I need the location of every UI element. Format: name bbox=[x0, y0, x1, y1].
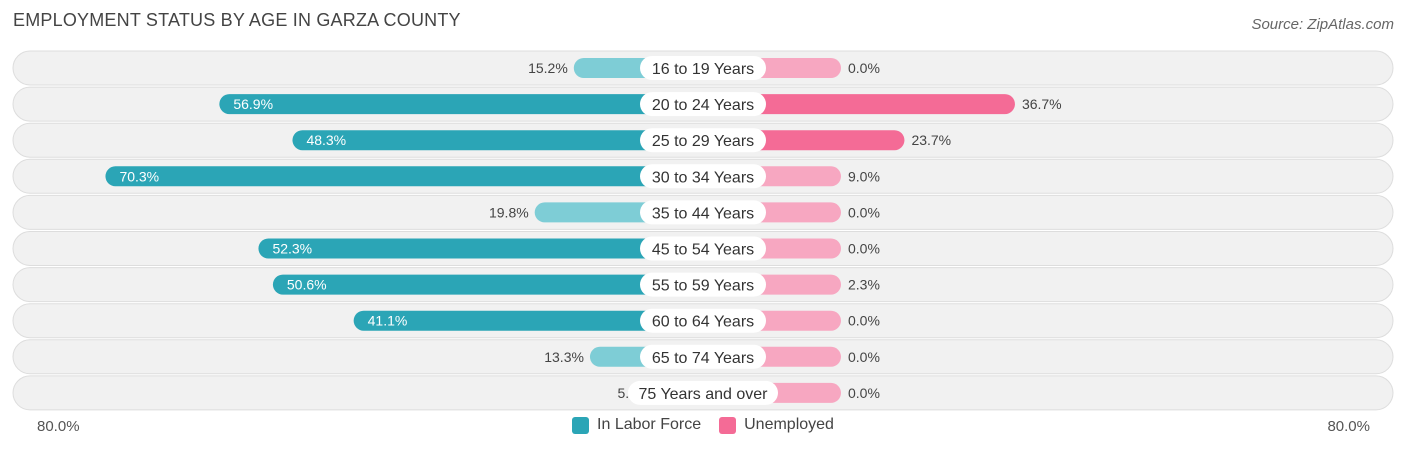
value-label-labor: 19.8% bbox=[489, 204, 529, 220]
category-pill bbox=[640, 164, 766, 189]
axis-left-label: 80.0% bbox=[37, 418, 80, 435]
category-label: 55 to 59 Years bbox=[652, 278, 754, 295]
bar-labor-force bbox=[272, 274, 703, 295]
bar-unemployed bbox=[703, 94, 1015, 115]
value-label-unemployed: 0.0% bbox=[848, 349, 880, 365]
value-label-unemployed: 9.0% bbox=[848, 168, 880, 184]
bar-labor-force bbox=[258, 238, 703, 259]
category-label: 35 to 44 Years bbox=[652, 205, 754, 222]
value-label-unemployed: 0.0% bbox=[848, 313, 880, 329]
value-label-unemployed: 36.7% bbox=[1022, 96, 1062, 112]
bar-labor-force bbox=[105, 166, 703, 187]
value-label-unemployed: 0.0% bbox=[848, 60, 880, 76]
value-label-labor: 15.2% bbox=[528, 60, 568, 76]
value-label-labor: 41.1% bbox=[368, 313, 408, 329]
category-pill bbox=[640, 236, 766, 261]
category-pill bbox=[640, 128, 766, 153]
legend-swatch-unemployed bbox=[719, 416, 737, 434]
value-label-labor: 56.9% bbox=[233, 96, 273, 112]
legend-label-unemployed: Unemployed bbox=[744, 416, 834, 433]
category-label: 30 to 34 Years bbox=[652, 169, 754, 186]
bar-labor-force bbox=[353, 310, 703, 331]
category-label: 20 to 24 Years bbox=[652, 97, 754, 114]
category-label: 25 to 29 Years bbox=[652, 133, 754, 150]
value-label-unemployed: 2.3% bbox=[848, 277, 880, 293]
value-label-unemployed: 0.0% bbox=[848, 204, 880, 220]
chart-title: EMPLOYMENT STATUS BY AGE IN GARZA COUNTY bbox=[13, 10, 461, 30]
axis-right-label: 80.0% bbox=[1327, 418, 1370, 435]
category-label: 45 to 54 Years bbox=[652, 242, 754, 259]
legend-label-labor: In Labor Force bbox=[597, 416, 702, 433]
category-label: 75 Years and over bbox=[639, 386, 769, 403]
legend-item-labor[interactable]: In Labor Force bbox=[572, 416, 701, 434]
value-label-unemployed: 23.7% bbox=[911, 132, 951, 148]
value-label-unemployed: 0.0% bbox=[848, 241, 880, 257]
category-pill bbox=[628, 380, 778, 405]
value-label-labor: 50.6% bbox=[287, 277, 327, 293]
category-pill bbox=[640, 92, 766, 117]
legend-swatch-labor bbox=[572, 416, 590, 434]
category-pill bbox=[640, 308, 766, 333]
bar-labor-force bbox=[292, 130, 703, 151]
value-label-labor: 70.3% bbox=[119, 168, 159, 184]
legend-item-unemployed[interactable]: Unemployed bbox=[719, 416, 834, 434]
legend: In Labor Force Unemployed bbox=[0, 416, 1406, 434]
category-label: 16 to 19 Years bbox=[652, 61, 754, 78]
category-label: 60 to 64 Years bbox=[652, 314, 754, 331]
category-pill bbox=[640, 272, 766, 297]
category-pill bbox=[640, 200, 766, 225]
value-label-labor: 48.3% bbox=[306, 132, 346, 148]
bar-labor-force bbox=[219, 94, 703, 115]
value-label-labor: 52.3% bbox=[272, 241, 312, 257]
category-pill bbox=[640, 56, 766, 80]
category-label: 65 to 74 Years bbox=[652, 350, 754, 367]
value-label-labor: 13.3% bbox=[544, 349, 584, 365]
value-label-unemployed: 0.0% bbox=[848, 385, 880, 401]
category-pill bbox=[640, 344, 766, 369]
chart-source: Source: ZipAtlas.com bbox=[1251, 16, 1394, 33]
